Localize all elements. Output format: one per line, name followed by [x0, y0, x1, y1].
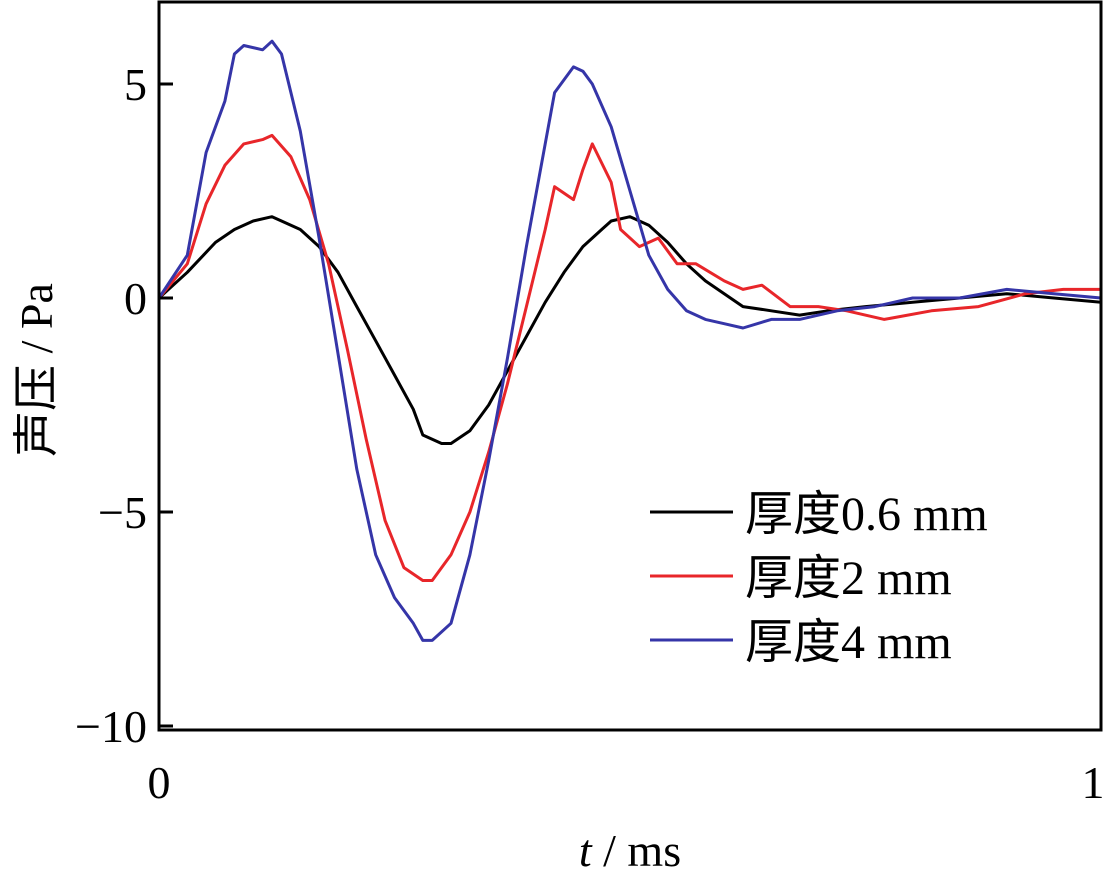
legend: 厚度0.6 mm 厚度2 mm 厚度4 mm — [650, 488, 988, 669]
legend-label-2: 厚度4 mm — [745, 616, 952, 669]
y-tick-label: −10 — [75, 701, 147, 752]
x-axis-variable: t — [579, 825, 593, 871]
x-tick-label: 0 — [148, 757, 171, 808]
legend-label-1: 厚度2 mm — [745, 552, 952, 605]
y-axis-label: 声压 / Pa — [11, 283, 62, 457]
plot-frame — [157, 0, 1103, 732]
y-tick-label: 5 — [124, 59, 147, 110]
series-line-0 — [157, 215, 1102, 445]
y-tick-label: −5 — [98, 487, 147, 538]
series-lines — [157, 39, 1102, 642]
y-tick-label: 0 — [124, 273, 147, 324]
x-tick-label: 1 — [1082, 757, 1105, 808]
x-axis-label: t / ms — [579, 825, 681, 871]
legend-label-0: 厚度0.6 mm — [745, 488, 988, 541]
x-axis-unit: / ms — [592, 825, 681, 871]
series-line-2 — [157, 39, 1102, 642]
series-line-1 — [157, 133, 1101, 582]
axis-ticks: 50−5−100 1 — [75, 59, 1104, 808]
